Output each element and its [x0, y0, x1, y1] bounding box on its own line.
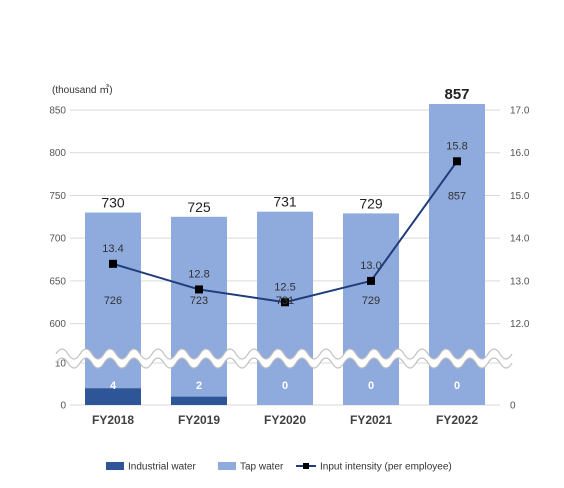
right-tick-label: 14.0	[510, 234, 530, 245]
axis-break-band	[56, 349, 512, 368]
axis-break	[55, 348, 513, 369]
industrial-water-bar	[85, 388, 141, 405]
total-label: 725	[187, 199, 211, 215]
left-tick-label: 750	[49, 191, 66, 202]
left-tick-label: 800	[49, 148, 66, 159]
intensity-line	[109, 157, 461, 307]
category-label: FY2018	[92, 413, 134, 427]
left-tick-label: 700	[49, 234, 66, 245]
tap-water-bar-lower	[343, 363, 399, 405]
intensity-value-label: 12.8	[188, 268, 209, 280]
tap-water-bar	[171, 216, 227, 345]
category-label: FY2019	[178, 413, 220, 427]
legend-swatch-tap-water	[218, 462, 236, 470]
intensity-value-label: 15.8	[446, 140, 467, 152]
right-tick-label: 0	[510, 401, 516, 412]
intensity-point	[281, 298, 289, 307]
industrial-water-value-label: 0	[454, 380, 460, 392]
left-tick-label: 600	[49, 319, 66, 330]
tap-water-value-label: 723	[190, 295, 208, 307]
legend-swatch-industrial-water	[106, 462, 124, 470]
legend: Industrial water Tap water Input intensity…	[106, 462, 452, 473]
data-labels: 730 726 4 725 723 2 731 731 0 729 729 0 857 857 0 13.4 1…	[101, 86, 469, 392]
industrial-water-bar	[171, 396, 227, 405]
category-labels: FY2018 FY2019 FY2020 FY2021 FY2022	[92, 413, 478, 427]
tap-water-bar	[257, 211, 313, 345]
tap-water-value-label: 857	[448, 191, 466, 203]
legend-label-tap-water: Tap water	[240, 462, 284, 473]
left-axis-unit-label: (thousand ㎥)	[52, 83, 113, 96]
industrial-water-value-label: 2	[196, 380, 202, 392]
legend-label-industrial-water: Industrial water	[128, 462, 196, 473]
category-label: FY2021	[350, 413, 392, 427]
right-axis-ticks: 17.0 16.0 15.0 14.0 13.0 12.0 0	[510, 106, 530, 412]
right-tick-label: 16.0	[510, 148, 530, 159]
left-axis-ticks: 850 800 750 700 650 600 10 0	[49, 106, 66, 412]
left-tick-label: 0	[60, 401, 66, 412]
right-tick-label: 12.0	[510, 319, 530, 330]
total-label: 730	[101, 195, 125, 211]
axis-break-line-bottom	[55, 357, 513, 369]
intensity-value-label: 13.4	[102, 243, 123, 255]
intensity-point	[195, 285, 203, 294]
category-label: FY2022	[436, 413, 478, 427]
tap-water-bar-lower	[429, 363, 485, 405]
legend-marker-intensity	[303, 463, 309, 469]
tap-water-value-label: 731	[276, 295, 294, 307]
left-tick-label: 850	[49, 106, 66, 117]
intensity-value-label: 13.0	[360, 260, 381, 272]
right-tick-label: 13.0	[510, 276, 530, 287]
industrial-water-value-label: 4	[110, 380, 117, 392]
tap-water-value-label: 726	[104, 295, 122, 307]
tap-water-bar-lower	[85, 363, 141, 389]
left-tick-label: 650	[49, 276, 66, 287]
category-label: FY2020	[264, 413, 306, 427]
intensity-point	[453, 157, 461, 166]
right-tick-label: 17.0	[510, 106, 530, 117]
intensity-point	[109, 259, 117, 268]
axis-break-line-top	[55, 348, 513, 360]
intensity-value-label: 12.5	[274, 281, 295, 293]
legend-label-intensity: Input intensity (per employee)	[320, 462, 452, 473]
tap-water-value-label: 729	[362, 295, 380, 307]
total-label: 729	[359, 195, 383, 211]
industrial-water-value-label: 0	[368, 380, 374, 392]
total-label: 731	[273, 194, 297, 210]
total-label: 857	[444, 86, 469, 103]
tap-water-bar	[429, 104, 485, 345]
tap-water-bar-lower	[171, 363, 227, 397]
tap-water-bar	[85, 212, 141, 345]
intensity-point	[367, 276, 375, 285]
tap-water-bar-lower	[257, 363, 313, 405]
left-tick-label: 10	[55, 359, 67, 370]
right-tick-label: 15.0	[510, 191, 530, 202]
industrial-water-value-label: 0	[282, 380, 288, 392]
